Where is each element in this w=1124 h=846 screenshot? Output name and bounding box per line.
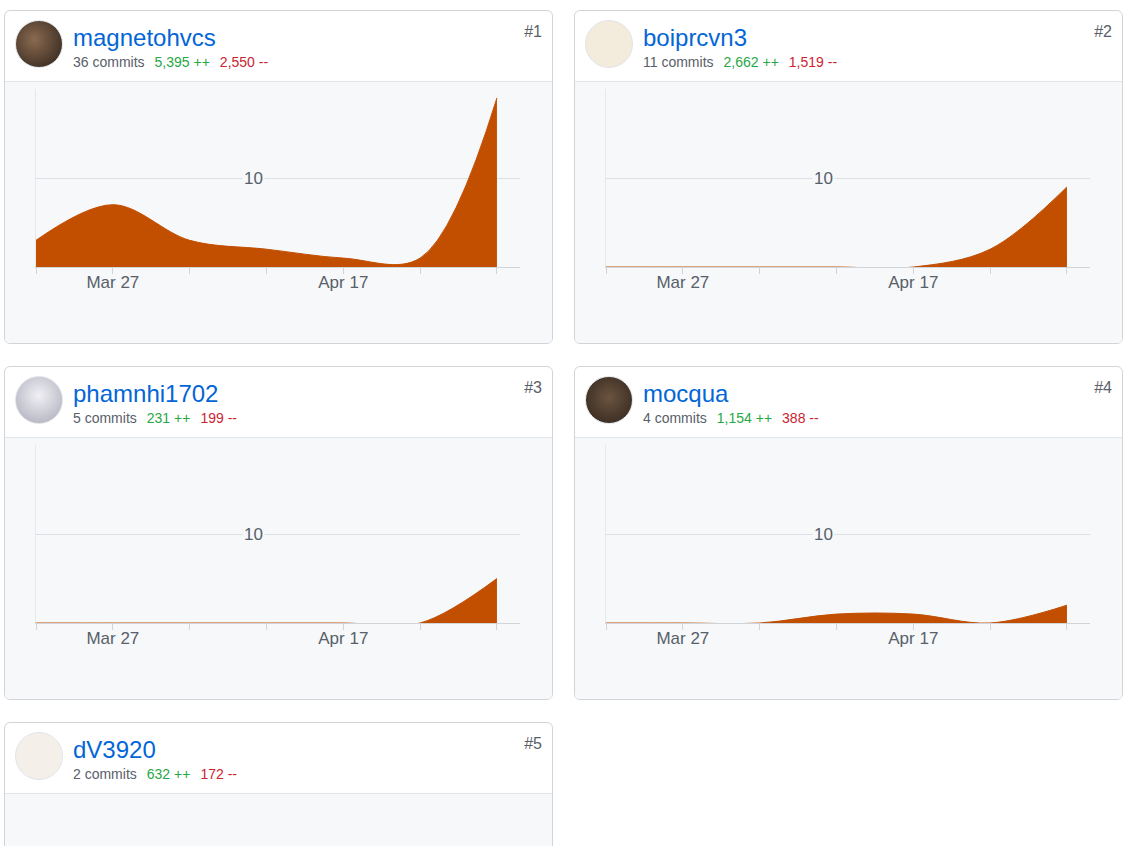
html-text:#5: #5 [524,735,542,752]
svg-text:10: 10 [814,169,833,188]
svg-text:Apr 17: Apr 17 [318,273,368,292]
html-text:5 commits: 5 commits [73,410,137,426]
svg-text:Mar 27: Mar 27 [86,273,139,292]
html-text:mocqua: mocqua [643,380,729,407]
html-text:2,662 ++: 2,662 ++ [723,54,779,70]
html-text:4 commits: 4 commits [643,410,707,426]
html-text:#1: #1 [524,23,542,40]
html-text:172 --: 172 -- [200,766,237,782]
html-text:231 ++: 231 ++ [146,410,191,426]
html-text:#2: #2 [1094,23,1112,40]
html-text:199 --: 199 -- [200,410,237,426]
html-text:5,395 ++: 5,395 ++ [154,54,210,70]
svg-text:Mar 27: Mar 27 [656,273,709,292]
html-text:dV3920: dV3920 [73,736,156,763]
html-text:1,154 ++: 1,154 ++ [716,410,773,426]
svg-text:10: 10 [244,525,263,544]
html-text:36 commits: 36 commits [73,54,145,70]
svg-text:Apr 17: Apr 17 [888,273,938,292]
html-text:2,550 --: 2,550 -- [219,54,269,70]
svg-text:Mar 27: Mar 27 [86,629,139,648]
html-text:2 commits: 2 commits [73,766,137,782]
svg-text:Apr 17: Apr 17 [318,629,368,648]
html-text:632 ++: 632 ++ [146,766,191,782]
html-text:#4: #4 [1094,379,1112,396]
html-text:388 --: 388 -- [782,410,819,426]
html-text:#3: #3 [524,379,542,396]
html-text:11 commits: 11 commits [643,54,714,70]
svg-text:10: 10 [244,169,263,188]
html-text:magnetohvcs: magnetohvcs [73,24,216,51]
svg-text:Mar 27: Mar 27 [656,629,709,648]
html-text:1,519 --: 1,519 -- [788,54,838,70]
html-text:boiprcvn3: boiprcvn3 [643,24,748,51]
html-text:phamnhi1702: phamnhi1702 [73,380,219,407]
svg-text:10: 10 [814,525,833,544]
svg-text:Apr 17: Apr 17 [888,629,938,648]
